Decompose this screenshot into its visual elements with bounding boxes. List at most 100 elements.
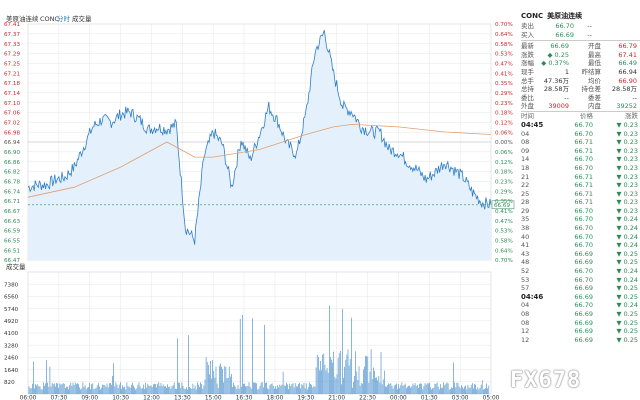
x-tick-label: 05:00: [483, 396, 500, 400]
tick-row: 04:45 66.70 ▼ 0.23: [521, 121, 640, 130]
tick-change: ▼ 0.23: [616, 129, 638, 138]
x-tick-label: 13:30: [174, 396, 191, 400]
tick-time: 48: [521, 258, 530, 267]
tick-time: 22: [521, 181, 530, 190]
quote-value: 66.70: [555, 22, 574, 30]
tick-change: ▼ 0.25: [616, 310, 638, 318]
tick-time: 18: [521, 163, 530, 172]
tick-row: 41 66.70 ▼ 0.24: [521, 241, 640, 250]
x-tick-label: 16:30: [236, 396, 253, 400]
tick-row: 18 66.70 ▼ 0.23: [521, 164, 640, 173]
stat-value-2: 66.49: [618, 59, 637, 68]
tick-price: 66.70: [574, 155, 593, 164]
tick-price: 66.69: [574, 249, 593, 258]
stat-label-2: 委差: [588, 93, 601, 102]
tick-change: ▼ 0.23: [616, 155, 638, 164]
tick-row: 53 66.70 ▼ 0.24: [521, 276, 640, 285]
tick-change: ▼ 0.23: [616, 172, 638, 181]
tick-row: 21 66.71 ▼ 0.23: [521, 173, 640, 182]
stat-value: --: [564, 93, 569, 102]
volume-tick-label: 6560: [4, 295, 19, 301]
tick-row: 09 66.71 ▼ 0.23: [521, 147, 640, 156]
y-tick-label: 66.82: [4, 170, 20, 176]
volume-tick-label: 7380: [4, 282, 19, 288]
stat-label: 涨跌: [521, 50, 534, 59]
price-volume-chart: 美原油连续 CONC 分时 成交量 成交量 66.69 67.41 0.70% 67…: [4, 14, 515, 400]
tick-price: 66.70: [574, 241, 593, 250]
tick-row: 28 66.71 ▼ 0.23: [521, 198, 640, 207]
stat-label: 现手: [521, 67, 534, 76]
tick-change: ▼ 0.23: [616, 189, 638, 198]
x-tick-label: 22:30: [359, 396, 376, 400]
y-tick-label: 66.71: [4, 199, 20, 205]
tick-change: ▼ 0.25: [616, 249, 638, 258]
y-tick-label-pct: 0.70%: [495, 258, 513, 264]
tick-price: 66.70: [574, 275, 593, 284]
y-tick-label: 67.41: [4, 22, 20, 28]
tick-row: 40 66.70 ▼ 0.24: [521, 233, 640, 242]
x-tick-label: 01:30: [421, 396, 438, 400]
y-tick-label: 67.10: [4, 101, 20, 107]
x-tick-label: 12:00: [143, 396, 160, 400]
stat-value: 47.36万: [543, 76, 569, 85]
stat-value-2: 39252: [616, 102, 637, 111]
y-tick-label: 66.47: [4, 258, 20, 264]
y-tick-label: 66.51: [4, 248, 20, 254]
y-tick-label: 67.21: [4, 71, 20, 77]
y-tick-label-pct: 0.58%: [495, 239, 513, 245]
tick-change: ▼ 0.23: [616, 206, 638, 215]
y-tick-label: 67.02: [4, 121, 20, 127]
tick-time: 40: [521, 232, 530, 241]
x-tick-label: 07:30: [51, 396, 68, 400]
tick-row: 14 66.70 ▼ 0.23: [521, 155, 640, 164]
tick-change: ▼ 0.25: [616, 335, 638, 344]
tick-row: 04 66.70 ▼ 0.24: [521, 301, 640, 310]
tick-change: ▼ 0.25: [616, 258, 638, 267]
stat-value-2: 67.41: [618, 50, 637, 59]
stat-label-2: 均价: [588, 76, 601, 85]
tick-time: 28: [521, 198, 530, 207]
y-tick-label: 66.55: [4, 239, 20, 245]
tick-change: ▼ 0.24: [616, 215, 638, 224]
tick-time: 52: [521, 267, 530, 276]
stat-row: 外盘 39009 内盘 39252: [521, 102, 640, 111]
volume-tick-label: 3280: [4, 343, 19, 349]
y-tick-label-pct: 0.41%: [495, 209, 513, 215]
quote-header: CONC 美原油连续: [521, 12, 640, 22]
stat-value: ◆ 0.37%: [541, 59, 569, 68]
tick-time: 38: [521, 224, 530, 233]
y-tick-label-pct: 0.47%: [495, 219, 513, 225]
chart-volume-title: 成交量: [72, 14, 92, 23]
tick-price: 66.70: [574, 232, 593, 241]
stat-label-2: 昨结算: [581, 67, 602, 76]
volume-panel-title: 成交量: [6, 262, 26, 271]
y-tick-label: 67.33: [4, 42, 20, 48]
tick-price: 66.70: [574, 120, 593, 129]
tick-row: 48 66.69 ▼ 0.25: [521, 258, 640, 267]
y-tick-label-pct: 0.00%: [495, 140, 513, 146]
x-tick-label: 19:30: [297, 396, 314, 400]
y-tick-label-pct: 0.29%: [495, 91, 513, 97]
y-tick-label-pct: 0.41%: [495, 71, 513, 77]
tick-change: ▼ 0.24: [616, 224, 638, 233]
stat-label-2: 持仓差: [581, 85, 602, 94]
tick-row: 12 66.69 ▼ 0.25: [521, 327, 640, 336]
ticks-header-price: 价格: [580, 111, 593, 120]
ticks-header-change: 涨跌: [625, 111, 638, 120]
tick-price: 66.71: [574, 181, 593, 190]
tick-price: 66.69: [574, 318, 593, 327]
tick-change: ▼ 0.25: [616, 292, 638, 301]
ticks-list[interactable]: 04:45 66.70 ▼ 0.23 04 66.70 ▼ 0.23 08 66.71 ▼ 0.…: [521, 121, 640, 344]
y-tick-label: 66.90: [4, 150, 20, 156]
chart-mode: 分时: [57, 14, 71, 23]
x-tick-label: 18:00: [267, 396, 284, 400]
volume-tick-label: 1640: [4, 368, 19, 374]
quote-panel: CONC 美原油连续 卖出 66.70 -- 买入 66.69 -- 最新 66.69 开盘 66…: [521, 12, 640, 400]
tick-row: 57 66.69 ▼ 0.25: [521, 284, 640, 293]
y-tick-label: 66.63: [4, 219, 20, 225]
tick-time: 53: [521, 275, 530, 284]
tick-change: ▼ 0.25: [616, 318, 638, 327]
tick-price: 66.70: [574, 215, 593, 224]
x-tick-label: 09:00: [81, 396, 98, 400]
tick-price: 66.70: [574, 224, 593, 233]
